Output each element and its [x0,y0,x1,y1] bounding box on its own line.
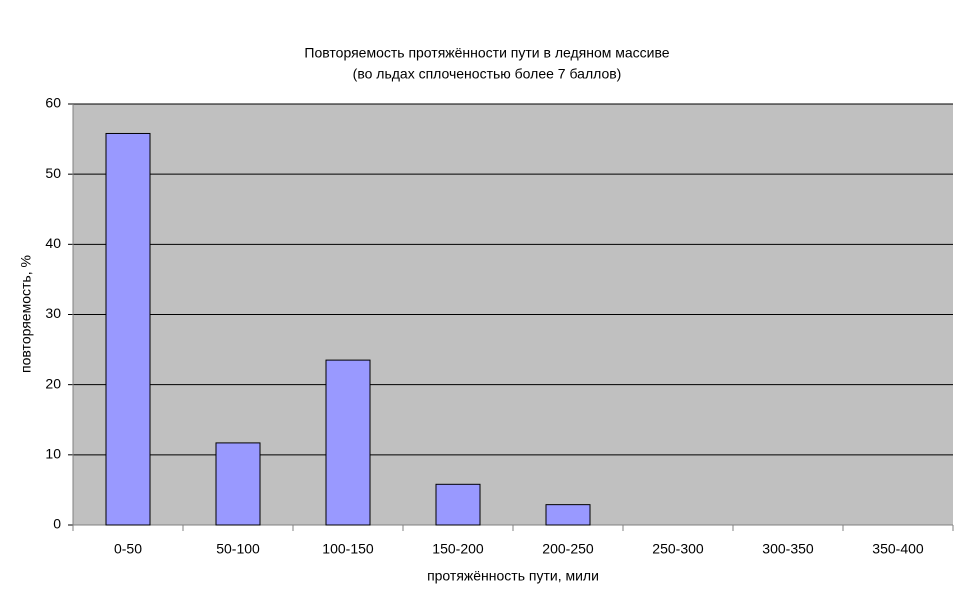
x-tick-label: 50-100 [216,541,260,557]
y-axis-label: повторяемость, % [18,255,34,373]
bar [105,132,151,526]
x-tick-label: 200-250 [542,541,594,557]
bar [325,359,371,526]
y-tick-label: 20 [45,375,61,391]
y-tick-label: 10 [45,446,61,462]
bar [215,442,261,526]
y-tick-label: 40 [45,235,61,251]
chart-title: Повторяемость протяжённости пути в ледян… [304,45,669,61]
x-tick-label: 0-50 [114,541,142,557]
y-tick-label: 0 [53,516,61,532]
x-tick-label: 250-300 [652,541,704,557]
y-tick-label: 30 [45,305,61,321]
chart-subtitle: (во льдах сплоченостью более 7 баллов) [353,66,622,82]
x-tick-label: 300-350 [762,541,814,557]
x-axis-label: протяжённость пути, мили [427,568,599,584]
y-tick-label: 60 [45,95,61,111]
x-tick-label: 100-150 [322,541,374,557]
bar [435,483,481,526]
bar [545,504,591,526]
x-tick-label: 150-200 [432,541,484,557]
x-tick-label: 350-400 [872,541,924,557]
y-tick-label: 50 [45,165,61,181]
